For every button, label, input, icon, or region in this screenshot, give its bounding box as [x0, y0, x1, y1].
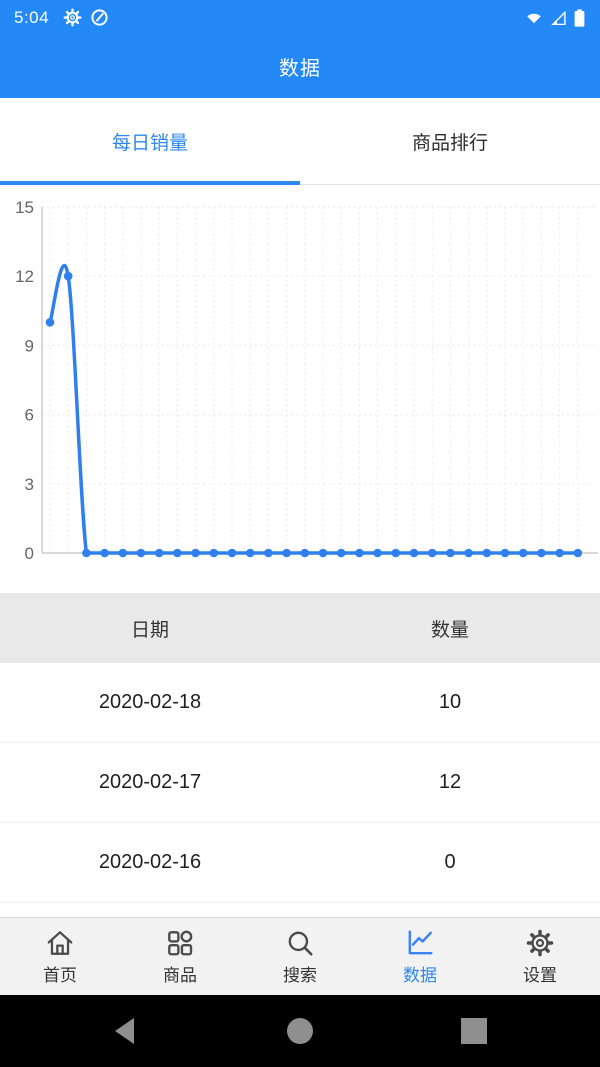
android-navigation-bar [0, 995, 600, 1067]
tab-product-ranking[interactable]: 商品排行 [300, 98, 600, 184]
android-back-button[interactable] [104, 1009, 148, 1053]
android-recents-button[interactable] [452, 1009, 496, 1053]
sales-table: 日期 数量 2020-02-18 10 2020-02-17 12 2020-0… [0, 593, 600, 917]
svg-text:9: 9 [25, 336, 34, 355]
nav-item-home[interactable]: 首页 [0, 918, 120, 995]
app-header: 数据 [0, 35, 600, 98]
table-header-row: 日期 数量 [0, 593, 600, 663]
nav-label: 首页 [43, 965, 77, 985]
tab-label: 商品排行 [411, 132, 488, 154]
table-row: 2020-02-18 10 [0, 663, 600, 743]
date-cell: 2020-02-18 [98, 691, 202, 713]
line-chart-canvas: 0 3 6 9 12 15 [15, 198, 598, 563]
quantity-cell: 12 [438, 771, 462, 793]
wifi-icon [527, 13, 541, 23]
nav-label: 数据 [403, 965, 437, 985]
svg-text:0: 0 [25, 544, 34, 563]
back-triangle-icon [115, 1018, 134, 1044]
table-row: 2020-02-17 12 [0, 743, 600, 823]
svg-text:15: 15 [15, 198, 34, 217]
quantity-cell: 10 [438, 691, 462, 713]
nav-label: 搜索 [283, 965, 317, 985]
android-home-button[interactable] [278, 1009, 322, 1053]
tab-label: 每日销量 [111, 132, 188, 154]
nav-item-data[interactable]: 数据 [360, 918, 480, 995]
nav-label: 设置 [523, 965, 557, 985]
status-time: 5:04 [14, 7, 50, 27]
chart-line-icon [408, 930, 433, 954]
date-cell: 2020-02-17 [98, 771, 202, 793]
table-row: 2020-02-16 0 [0, 823, 600, 903]
svg-text:6: 6 [25, 406, 34, 425]
battery-icon [574, 8, 585, 27]
bottom-nav: 首页 商品 搜索 [0, 917, 600, 995]
gear-icon [63, 8, 82, 27]
daily-sales-chart: 0 3 6 9 12 15 [0, 185, 600, 593]
home-icon [47, 930, 73, 955]
page-title: 数据 [279, 58, 321, 80]
svg-text:12: 12 [15, 267, 34, 286]
tab-daily-sales[interactable]: 每日销量 [0, 98, 300, 184]
nav-label: 商品 [163, 965, 197, 985]
svg-text:3: 3 [25, 475, 34, 494]
status-bar: 5:04 [0, 0, 600, 35]
search-icon [288, 931, 313, 956]
gear-icon [526, 929, 554, 956]
recents-square-icon [461, 1018, 487, 1044]
tab-bar: 每日销量 商品排行 [0, 98, 600, 185]
date-cell: 2020-02-16 [98, 851, 202, 873]
column-header-date: 日期 [130, 619, 169, 641]
category-icon [168, 930, 193, 955]
nav-item-settings[interactable]: 设置 [480, 918, 600, 995]
column-header-quantity: 数量 [430, 619, 469, 641]
circle-slash-icon [91, 9, 108, 26]
quantity-cell: 0 [444, 851, 456, 873]
filler [0, 903, 600, 917]
nav-item-search[interactable]: 搜索 [240, 918, 360, 995]
home-circle-icon [287, 1018, 313, 1044]
active-tab-indicator [0, 181, 300, 185]
nav-item-products[interactable]: 商品 [120, 918, 240, 995]
cellular-signal-icon [551, 10, 566, 25]
